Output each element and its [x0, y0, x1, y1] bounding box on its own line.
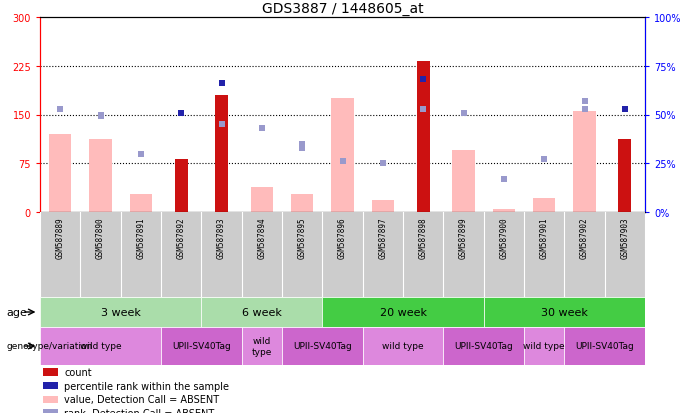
Bar [40, 327, 161, 365]
Text: UPII-SV40Tag: UPII-SV40Tag [454, 342, 513, 351]
Text: UPII-SV40Tag: UPII-SV40Tag [172, 342, 231, 351]
Text: percentile rank within the sample: percentile rank within the sample [64, 381, 229, 391]
Text: 3 week: 3 week [101, 307, 141, 317]
Text: count: count [64, 367, 92, 377]
Text: GSM587902: GSM587902 [580, 217, 589, 258]
Text: wild type: wild type [524, 342, 565, 351]
Text: genotype/variation: genotype/variation [7, 342, 93, 351]
Bar [215, 96, 228, 212]
Bar [483, 297, 645, 327]
Bar [493, 209, 515, 212]
Text: value, Detection Call = ABSENT: value, Detection Call = ABSENT [64, 394, 220, 404]
Text: UPII-SV40Tag: UPII-SV40Tag [575, 342, 634, 351]
Bar [564, 327, 645, 365]
Text: GSM587895: GSM587895 [298, 217, 307, 258]
Text: GSM587896: GSM587896 [338, 217, 347, 258]
Text: rank, Detection Call = ABSENT: rank, Detection Call = ABSENT [64, 408, 214, 413]
Bar [524, 327, 564, 365]
Text: 20 week: 20 week [379, 307, 426, 317]
Bar [282, 327, 362, 365]
Text: GSM587890: GSM587890 [96, 217, 105, 258]
Text: GSM587900: GSM587900 [499, 217, 509, 258]
Bar [130, 195, 152, 212]
Bar [175, 159, 188, 212]
Title: GDS3887 / 1448605_at: GDS3887 / 1448605_at [262, 2, 424, 16]
Bar [161, 327, 241, 365]
Bar [43, 368, 58, 376]
Text: GSM587903: GSM587903 [620, 217, 629, 258]
Bar [201, 297, 322, 327]
Text: 30 week: 30 week [541, 307, 588, 317]
Bar [43, 396, 58, 403]
Text: age: age [7, 307, 28, 317]
Text: GSM587894: GSM587894 [257, 217, 267, 258]
Text: wild
type: wild type [252, 337, 272, 356]
Bar [40, 297, 201, 327]
Bar [362, 327, 443, 365]
Bar [291, 195, 313, 212]
Bar [251, 188, 273, 212]
Text: GSM587897: GSM587897 [378, 217, 388, 258]
Bar [89, 140, 112, 212]
Text: UPII-SV40Tag: UPII-SV40Tag [293, 342, 352, 351]
Bar [322, 297, 483, 327]
Text: wild type: wild type [382, 342, 424, 351]
Bar [443, 327, 524, 365]
Text: GSM587898: GSM587898 [419, 217, 428, 258]
Text: GSM587899: GSM587899 [459, 217, 468, 258]
Text: GSM587901: GSM587901 [540, 217, 549, 258]
Bar [43, 382, 58, 389]
Bar [43, 409, 58, 413]
Bar [452, 151, 475, 212]
Text: GSM587891: GSM587891 [136, 217, 146, 258]
Bar [533, 198, 556, 212]
Bar [241, 327, 282, 365]
Bar [573, 112, 596, 212]
Bar [372, 201, 394, 212]
Bar [417, 62, 430, 212]
Bar [618, 140, 631, 212]
Bar [49, 135, 71, 212]
Text: GSM587893: GSM587893 [217, 217, 226, 258]
Text: wild type: wild type [80, 342, 121, 351]
Text: GSM587892: GSM587892 [177, 217, 186, 258]
Bar [331, 99, 354, 212]
Text: 6 week: 6 week [242, 307, 282, 317]
Text: GSM587889: GSM587889 [56, 217, 65, 258]
